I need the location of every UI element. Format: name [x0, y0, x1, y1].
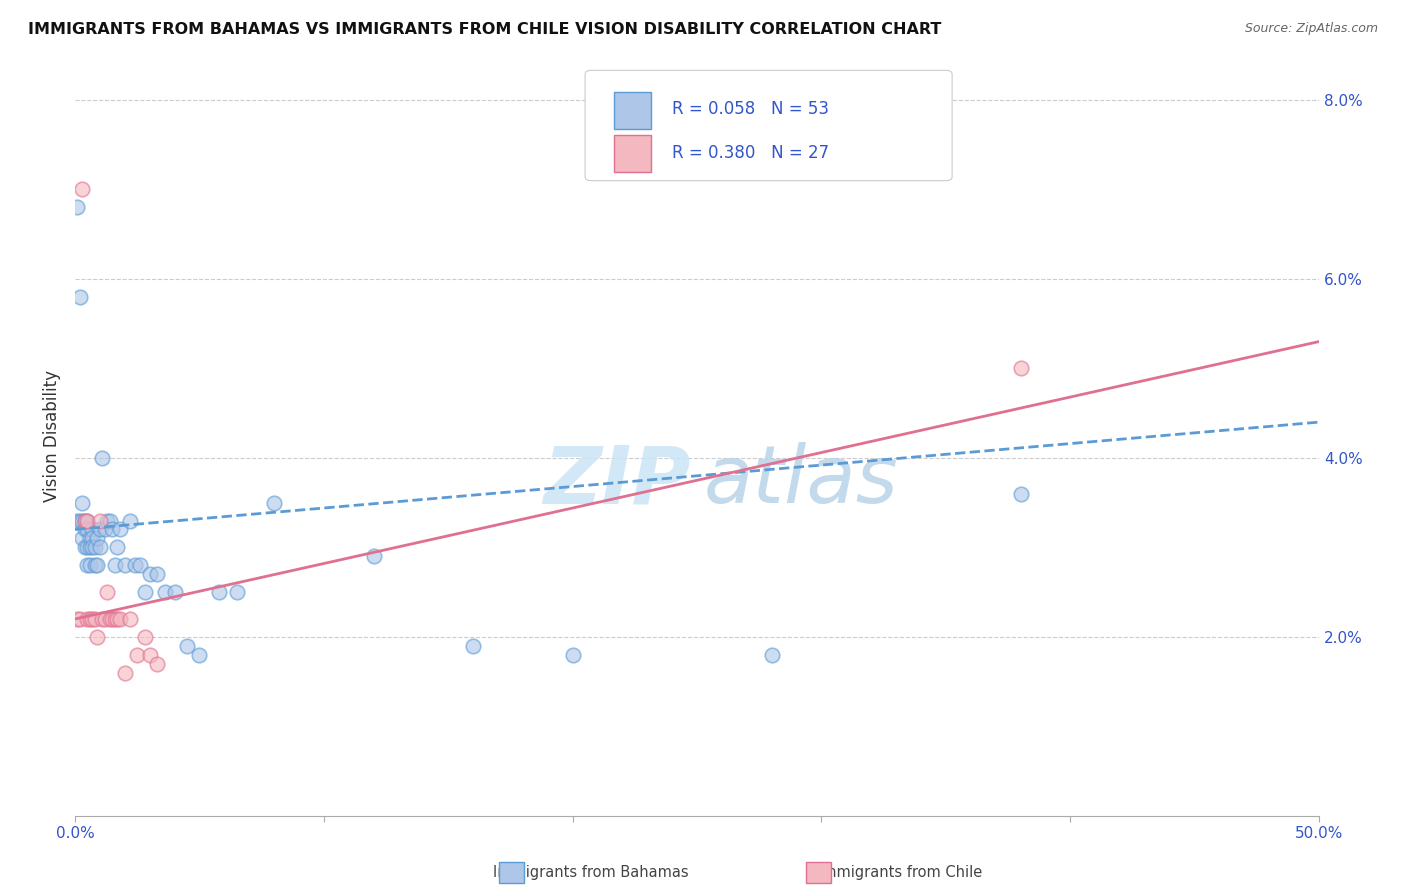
Text: R = 0.380   N = 27: R = 0.380 N = 27 [672, 145, 830, 162]
Point [73, 523, 96, 537]
Point [118, 514, 141, 528]
Point [363, 549, 385, 564]
Point [89, 541, 111, 555]
Point [128, 558, 150, 573]
Point [72, 532, 94, 546]
Point [72, 496, 94, 510]
Point [72, 514, 94, 528]
Point [114, 558, 136, 573]
Point [91, 450, 114, 465]
Point [108, 523, 131, 537]
Point [104, 612, 127, 626]
Point [98, 612, 121, 626]
Point [101, 612, 124, 626]
Point [69, 612, 91, 626]
Point [108, 612, 131, 626]
Point [94, 612, 117, 626]
Point [73, 541, 96, 555]
Point [86, 532, 108, 546]
Point [225, 585, 247, 599]
Point [86, 630, 108, 644]
Point [84, 541, 107, 555]
Point [153, 585, 176, 599]
Point [72, 182, 94, 196]
Point [98, 514, 121, 528]
Point [84, 612, 107, 626]
Point [188, 648, 211, 662]
Point [104, 558, 127, 573]
Point [208, 585, 231, 599]
Point [1010, 486, 1032, 500]
Point [76, 612, 98, 626]
Point [124, 558, 146, 573]
Point [105, 541, 128, 555]
Point [73, 514, 96, 528]
Point [761, 648, 783, 662]
Text: atlas: atlas [703, 442, 898, 520]
Point [79, 532, 101, 546]
FancyBboxPatch shape [585, 70, 952, 181]
Point [263, 496, 285, 510]
Text: IMMIGRANTS FROM BAHAMAS VS IMMIGRANTS FROM CHILE VISION DISABILITY CORRELATION C: IMMIGRANTS FROM BAHAMAS VS IMMIGRANTS FR… [28, 22, 942, 37]
Point [176, 639, 198, 653]
Point [89, 523, 111, 537]
Point [163, 585, 186, 599]
Point [1010, 361, 1032, 376]
Point [82, 541, 104, 555]
Point [79, 612, 101, 626]
Point [69, 514, 91, 528]
Point [79, 558, 101, 573]
Point [101, 523, 124, 537]
Point [82, 532, 104, 546]
Point [66, 514, 89, 528]
Point [127, 648, 149, 662]
Text: R = 0.058   N = 53: R = 0.058 N = 53 [672, 100, 830, 118]
Point [146, 657, 169, 671]
Point [76, 558, 98, 573]
Text: Source: ZipAtlas.com: Source: ZipAtlas.com [1244, 22, 1378, 36]
Bar [614, 93, 651, 129]
Point [84, 558, 107, 573]
Point [79, 541, 101, 555]
Point [69, 290, 91, 304]
Point [94, 523, 117, 537]
Point [89, 514, 111, 528]
Point [76, 514, 98, 528]
Point [134, 630, 156, 644]
Point [561, 648, 583, 662]
Point [91, 612, 114, 626]
Point [118, 612, 141, 626]
Point [96, 514, 118, 528]
Point [146, 567, 169, 582]
Point [82, 523, 104, 537]
Point [96, 585, 118, 599]
Point [76, 523, 98, 537]
Point [105, 612, 128, 626]
Point [114, 665, 136, 680]
Text: Immigrants from Bahamas: Immigrants from Bahamas [492, 865, 689, 880]
Point [76, 541, 98, 555]
Point [82, 612, 104, 626]
Point [73, 514, 96, 528]
Point [138, 567, 160, 582]
Y-axis label: Vision Disability: Vision Disability [44, 369, 60, 501]
Bar [614, 135, 651, 171]
Text: ZIP: ZIP [544, 442, 690, 520]
Point [134, 585, 156, 599]
Text: Immigrants from Chile: Immigrants from Chile [818, 865, 981, 880]
Point [66, 612, 89, 626]
Point [138, 648, 160, 662]
Point [86, 558, 108, 573]
Point [463, 639, 485, 653]
Point [66, 200, 89, 214]
Point [76, 514, 98, 528]
